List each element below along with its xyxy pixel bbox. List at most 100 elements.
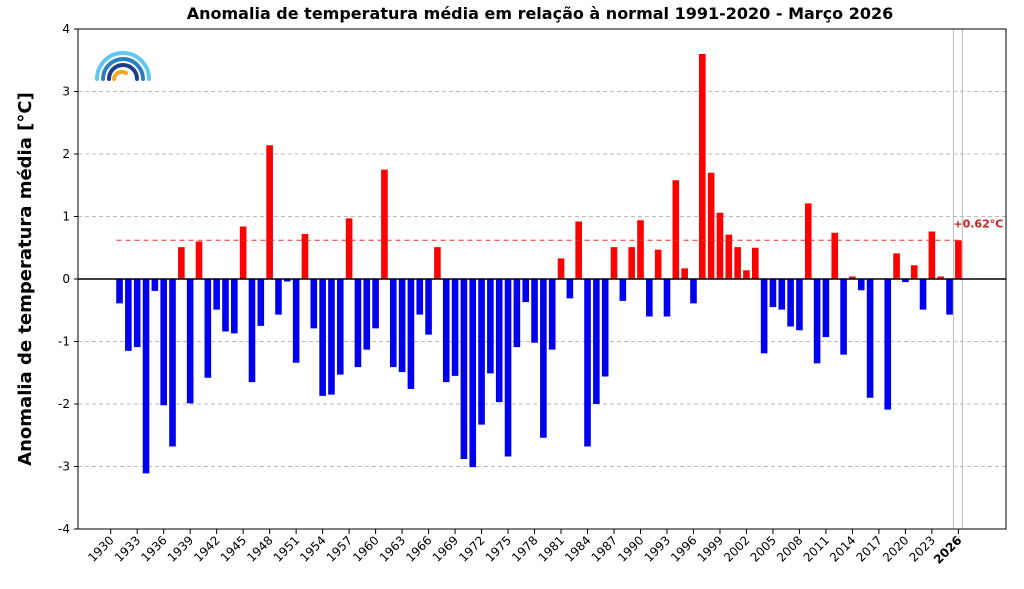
x-tick-label: 1960 <box>350 533 381 564</box>
bar-2004 <box>761 279 768 353</box>
bar-2005 <box>770 279 777 307</box>
bar-2026 <box>955 240 962 279</box>
y-tick-label: -3 <box>58 460 70 474</box>
bar-1989 <box>628 247 635 279</box>
bar-2001 <box>734 247 741 279</box>
bar-1935 <box>152 279 159 291</box>
x-tick-label: 1936 <box>138 533 169 564</box>
x-tick-label: 2002 <box>721 533 752 564</box>
bar-1996 <box>690 279 697 303</box>
y-tick-label: 1 <box>62 210 70 224</box>
bar-1931 <box>116 279 123 303</box>
bar-1970 <box>461 279 468 459</box>
bar-1933 <box>134 279 141 347</box>
x-tick-label: 2026 <box>931 533 965 567</box>
bar-2018 <box>884 279 891 410</box>
x-tick-label: 1993 <box>642 533 673 564</box>
x-tick-label: 1999 <box>695 533 726 564</box>
bar-1988 <box>620 279 627 301</box>
bar-1958 <box>355 279 362 367</box>
x-tick-label: 1939 <box>165 533 196 564</box>
bar-1964 <box>408 279 415 389</box>
bar-1961 <box>381 170 388 279</box>
bar-1939 <box>187 279 194 403</box>
bar-1960 <box>372 279 379 328</box>
bar-2019 <box>893 253 900 279</box>
x-tick-label: 1930 <box>85 533 116 564</box>
bar-1957 <box>346 218 353 279</box>
bar-1979 <box>540 279 547 438</box>
x-tick-label: 1987 <box>589 533 620 564</box>
x-tick-label: 2008 <box>774 533 805 564</box>
bar-2011 <box>823 279 830 337</box>
bar-2013 <box>840 279 847 355</box>
bar-1940 <box>196 242 203 280</box>
bar-1998 <box>708 173 715 279</box>
bar-1937 <box>169 279 176 447</box>
bar-1966 <box>425 279 432 335</box>
x-tick-label: 1948 <box>244 533 275 564</box>
bar-1936 <box>160 279 167 405</box>
bar-1941 <box>205 279 212 378</box>
bar-1978 <box>531 279 538 343</box>
bar-1943 <box>222 279 229 332</box>
bar-1955 <box>328 279 335 395</box>
x-tick-label: 1933 <box>112 533 143 564</box>
x-tick-label: 1996 <box>668 533 699 564</box>
x-tick-label: 1945 <box>218 533 249 564</box>
bar-1967 <box>434 247 441 279</box>
bar-2002 <box>743 270 750 279</box>
bar-1946 <box>249 279 256 382</box>
x-tick-label: 1963 <box>377 533 408 564</box>
y-tick-label: 0 <box>62 272 70 286</box>
bar-2023 <box>929 232 936 280</box>
bar-1956 <box>337 279 344 375</box>
bar-2007 <box>787 279 794 327</box>
bar-2000 <box>726 235 733 279</box>
bar-1948 <box>266 145 273 279</box>
bar-1984 <box>584 279 591 447</box>
x-tick-label: 1990 <box>615 533 646 564</box>
y-axis-label: Anomalia de temperatura média [°C] <box>15 92 36 466</box>
bar-1949 <box>275 279 282 315</box>
bar-1942 <box>213 279 220 310</box>
bar-1982 <box>567 279 574 298</box>
bar-1962 <box>390 279 397 367</box>
bar-1987 <box>611 247 618 279</box>
bar-2009 <box>805 203 812 279</box>
bar-1999 <box>717 213 724 279</box>
x-tick-label: 1975 <box>483 533 514 564</box>
x-tick-label: 1957 <box>324 533 355 564</box>
bar-1985 <box>593 279 600 404</box>
bar-1959 <box>363 279 370 350</box>
chart-title: Anomalia de temperatura média em relação… <box>187 4 894 23</box>
x-tick-label: 2017 <box>854 533 885 564</box>
bar-1980 <box>549 279 556 350</box>
x-tick-label: 1981 <box>536 533 567 564</box>
bar-1993 <box>664 279 671 317</box>
bar-1963 <box>399 279 406 372</box>
x-tick-label: 2011 <box>801 533 832 564</box>
bar-1965 <box>416 279 423 315</box>
bar-1969 <box>452 279 459 376</box>
bar-1974 <box>496 279 503 402</box>
bar-1968 <box>443 279 450 382</box>
bar-1934 <box>143 279 150 473</box>
bar-1975 <box>505 279 512 457</box>
bar-1990 <box>637 220 644 279</box>
y-tick-label: -4 <box>58 522 70 536</box>
bar-2010 <box>814 279 821 363</box>
bar-1938 <box>178 247 185 279</box>
bar-1932 <box>125 279 132 351</box>
bar-1951 <box>293 279 300 363</box>
bar-2003 <box>752 248 759 279</box>
y-tick-label: -2 <box>58 397 70 411</box>
x-tick-label: 1954 <box>297 533 328 564</box>
bar-2006 <box>778 279 785 310</box>
x-tick-label: 2005 <box>748 533 779 564</box>
bar-1977 <box>522 279 529 302</box>
y-tick-label: 3 <box>62 85 70 99</box>
bar-1945 <box>240 227 247 280</box>
